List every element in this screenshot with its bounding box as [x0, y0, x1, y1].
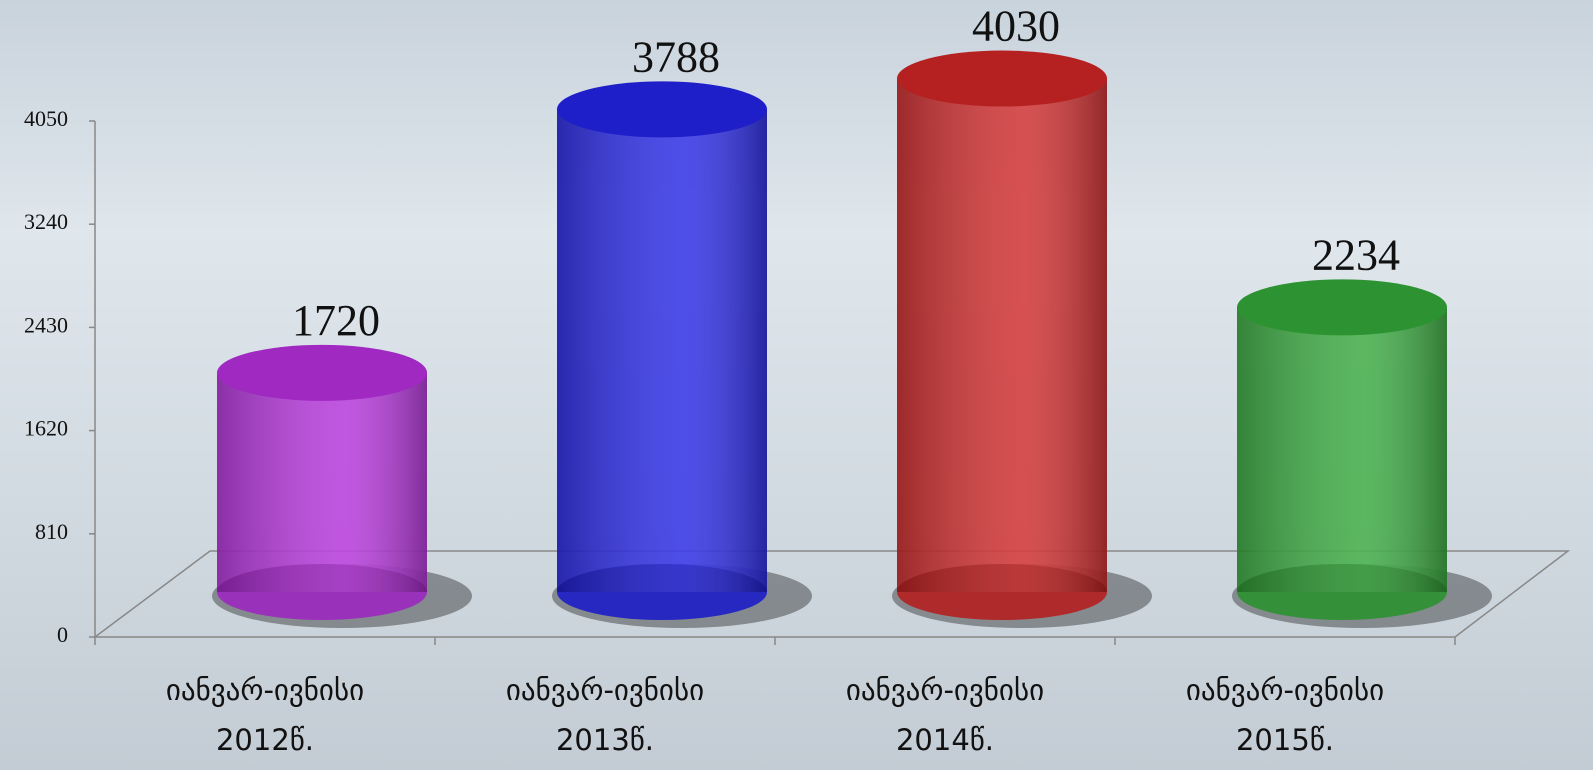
value-label: 1720 [292, 296, 380, 345]
y-tick-label: 2430 [24, 312, 68, 337]
x-tick-label: იანვარ-ივნისი 2012წ. [165, 673, 365, 757]
bar-shading [1237, 307, 1447, 592]
x-tick-label: იანვარ-ივნისი 2015წ. [1185, 673, 1385, 757]
bar-shading [217, 372, 427, 592]
bar-top-shade [217, 344, 427, 401]
y-tick-label: 4050 [24, 106, 68, 131]
bar-shading [897, 78, 1107, 592]
x-tick-label: იანვარ-ივნისი 2014წ. [845, 673, 1045, 757]
bar-top-shade [897, 50, 1107, 107]
value-label: 4030 [972, 2, 1060, 51]
bar-top [1237, 279, 1447, 336]
bar-bottom-shade [217, 564, 427, 620]
y-tick-label: 3240 [24, 209, 68, 234]
value-label: 2234 [1312, 230, 1400, 279]
bar-shading [557, 109, 767, 592]
bar-top [217, 344, 427, 401]
value-label: 3788 [632, 32, 720, 81]
x-tick-label: იანვარ-ივნისი 2013წ. [505, 673, 705, 757]
y-tick-label: 1620 [24, 416, 68, 441]
bar-top-shade [1237, 279, 1447, 336]
bar-top [897, 50, 1107, 107]
y-tick-label: 0 [57, 622, 68, 647]
floor [92, 550, 1571, 638]
bar-top [557, 81, 767, 138]
bar-bottom-shade [557, 564, 767, 620]
y-tick-label: 810 [35, 519, 68, 544]
bar-bottom-shade [1237, 564, 1447, 620]
bar-top-shade [557, 81, 767, 138]
bar-bottom-shade [897, 564, 1107, 620]
